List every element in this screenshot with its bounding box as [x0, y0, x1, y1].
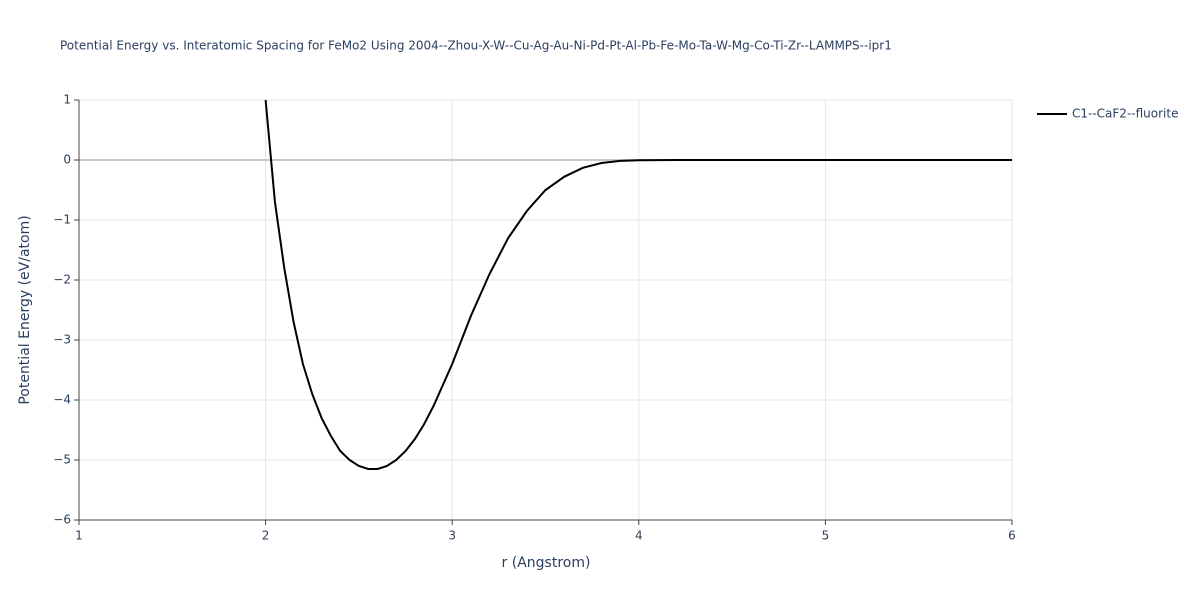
y-tick-label: −3	[53, 333, 71, 347]
x-axis-label: r (Angstrom)	[502, 555, 591, 571]
y-tick-label: 0	[63, 153, 71, 167]
y-axis-label: Potential Energy (eV/atom)	[17, 215, 33, 404]
x-tick-label: 3	[448, 529, 456, 543]
y-tick-label: −2	[53, 273, 71, 287]
data-line	[264, 99, 1012, 470]
x-tick-label: 5	[822, 529, 830, 543]
x-tick-label: 6	[1008, 529, 1016, 543]
x-tick-label: 2	[262, 529, 270, 543]
y-tick-label: 1	[63, 93, 71, 107]
y-tick-label: −1	[53, 213, 71, 227]
y-tick-label: −6	[53, 513, 71, 527]
x-tick-label: 4	[635, 529, 643, 543]
y-tick-label: −5	[53, 453, 71, 467]
legend-label: C1--CaF2--fluorite	[1072, 107, 1178, 121]
x-tick-label: 1	[75, 529, 83, 543]
chart-title: Potential Energy vs. Interatomic Spacing…	[60, 39, 892, 53]
y-tick-label: −4	[53, 393, 71, 407]
